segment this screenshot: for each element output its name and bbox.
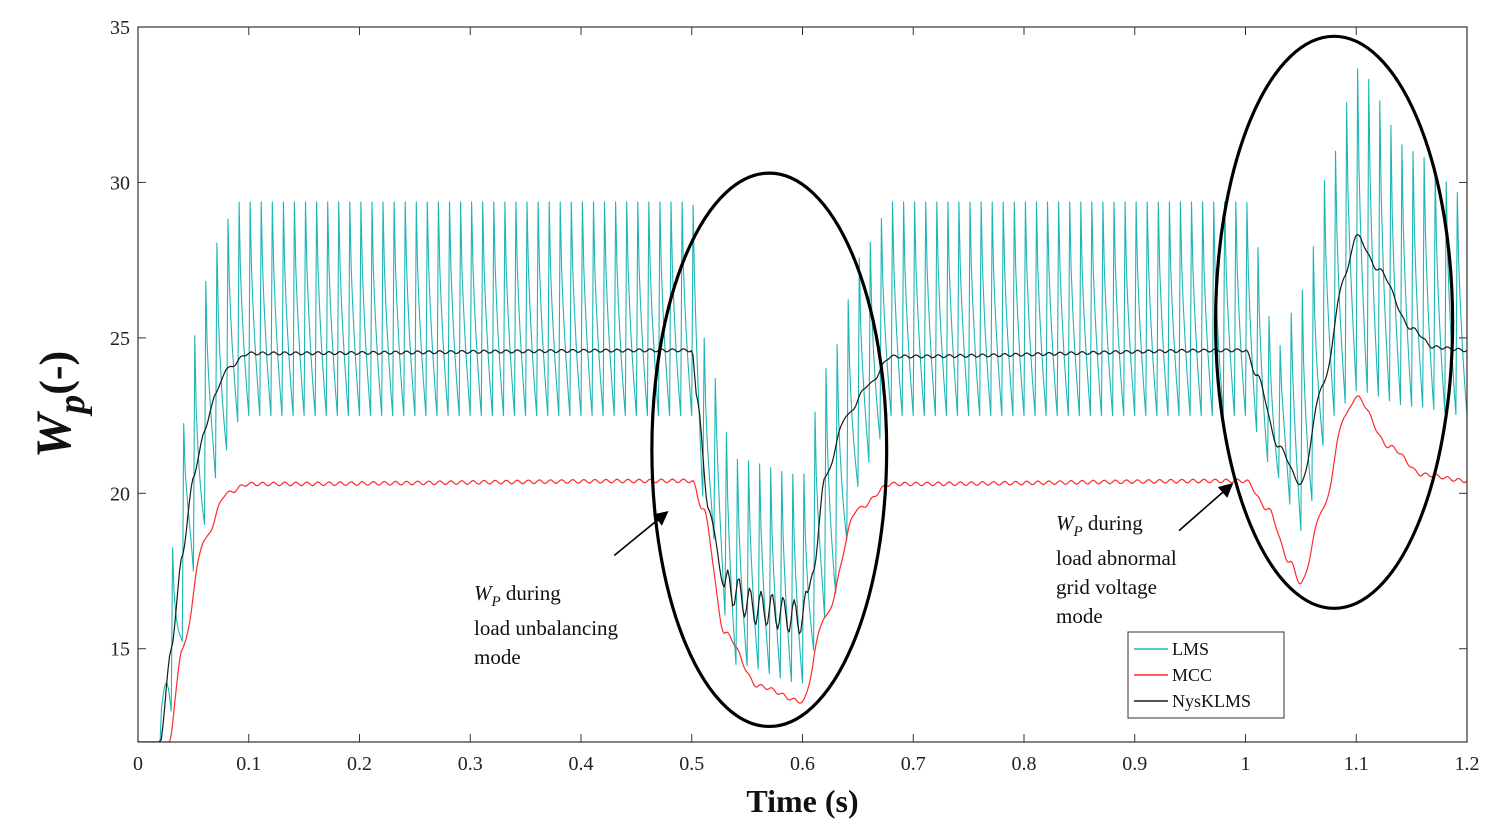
x-tick-label: 0.9 — [1122, 753, 1147, 775]
svg-text:Wp(-): Wp(-) — [25, 351, 93, 458]
y-tick-label: 35 — [110, 17, 130, 39]
highlight-ellipses — [650, 34, 1455, 729]
annotation-arrow — [1178, 483, 1234, 532]
legend-label-nysklms: NysKLMS — [1172, 691, 1251, 711]
annotation-arrow — [613, 511, 669, 557]
x-tick-label: 0.6 — [790, 753, 815, 775]
x-tick-label: 0 — [133, 753, 143, 775]
y-tick-label: 20 — [110, 483, 130, 505]
axis-ticks: 0 0.1 0.2 0.3 0.4 0.5 0.6 0.7 0.8 0.9 1 1.1 1.2 15 20 2… — [110, 17, 1480, 775]
x-tick-label: 0.1 — [236, 753, 261, 775]
y-axis-label: Wp(-) — [25, 351, 93, 458]
x-tick-label: 0.2 — [347, 753, 372, 775]
annotation-symbol: W — [1056, 511, 1076, 535]
y-tick-label: 30 — [110, 172, 130, 194]
annotation-text: during — [1083, 511, 1144, 535]
series-line-mcc — [138, 395, 1467, 742]
y-tick-label: 25 — [110, 328, 130, 350]
annotation-line: grid voltage — [1056, 575, 1157, 599]
series-layer — [138, 68, 1467, 742]
y-axis-label-suffix: (-) — [31, 351, 80, 395]
annotation-line: mode — [474, 645, 521, 669]
legend-label-mcc: MCC — [1172, 665, 1212, 685]
annotation-subscript: P — [1073, 524, 1083, 540]
x-tick-label: 0.3 — [458, 753, 483, 775]
svg-text:WP during: WP during — [474, 581, 561, 610]
x-axis-label: Time (s) — [746, 783, 858, 819]
x-tick-label: 0.8 — [1012, 753, 1037, 775]
annotation-subscript: P — [491, 594, 501, 610]
annotation-text: during — [501, 581, 562, 605]
y-axis-label-subscript: p — [51, 395, 93, 417]
x-tick-label: 1 — [1241, 753, 1251, 775]
x-tick-label: 1.1 — [1344, 753, 1369, 775]
highlight-ellipse — [1213, 34, 1455, 610]
y-tick-label: 15 — [110, 639, 130, 661]
annotation-1: WP during load unbalancing mode — [474, 511, 669, 669]
x-tick-label: 0.5 — [679, 753, 704, 775]
series-line-nysklms — [138, 234, 1467, 742]
x-tick-label: 0.4 — [569, 753, 594, 775]
annotation-symbol: W — [474, 581, 494, 605]
series-line-lms — [138, 68, 1467, 742]
x-tick-label: 0.7 — [901, 753, 926, 775]
legend-label-lms: LMS — [1172, 639, 1209, 659]
annotation-line: load unbalancing — [474, 616, 619, 640]
legend: LMS MCC NysKLMS — [1127, 631, 1285, 719]
annotation-2: WP during load abnormal grid voltage mode — [1056, 483, 1234, 628]
highlight-ellipse — [650, 171, 889, 729]
x-tick-label: 1.2 — [1455, 753, 1480, 775]
annotation-line: mode — [1056, 604, 1103, 628]
svg-text:WP during: WP during — [1056, 511, 1143, 540]
y-axis-label-symbol: W — [25, 410, 81, 458]
annotation-line: load abnormal — [1056, 546, 1177, 570]
